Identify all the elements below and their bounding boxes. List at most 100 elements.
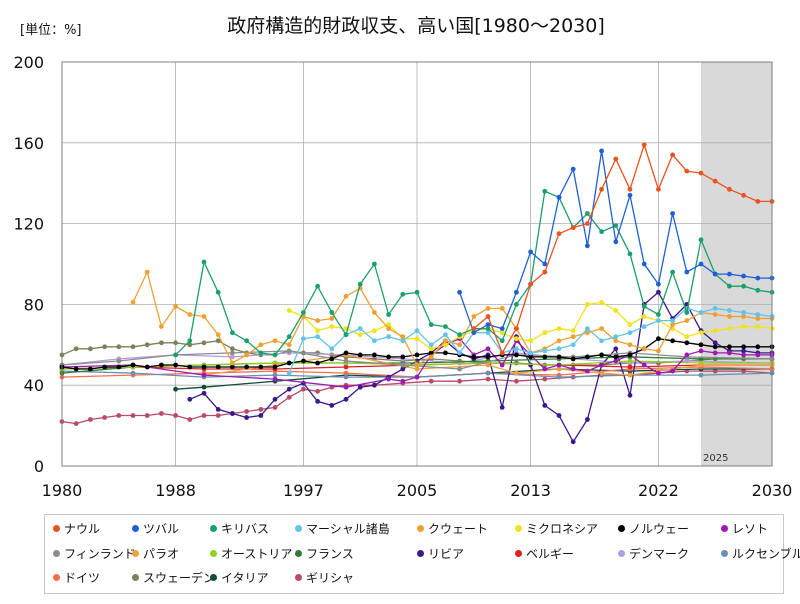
data-point <box>670 322 675 327</box>
legend-swatch <box>210 574 217 581</box>
data-point <box>414 289 420 295</box>
data-point <box>201 364 207 370</box>
data-point <box>585 302 590 307</box>
data-point <box>570 328 576 334</box>
data-point <box>116 364 122 370</box>
data-point <box>343 364 349 370</box>
data-point <box>386 376 391 382</box>
legend-item: レソト <box>721 520 768 537</box>
data-point <box>585 221 590 227</box>
data-point <box>741 368 746 374</box>
data-point <box>570 439 576 445</box>
data-point <box>428 378 434 384</box>
data-point <box>698 237 704 243</box>
data-point <box>755 324 761 329</box>
data-point <box>357 332 363 338</box>
forecast-region <box>701 62 772 466</box>
data-point <box>727 326 732 331</box>
data-point <box>599 370 604 376</box>
data-point <box>698 348 704 354</box>
data-point <box>556 354 562 360</box>
data-point <box>627 358 633 364</box>
legend-swatch <box>618 525 625 532</box>
data-point <box>471 354 477 360</box>
data-point <box>741 344 746 350</box>
legend-swatch <box>417 525 424 532</box>
data-point <box>613 308 619 313</box>
data-point <box>159 411 164 416</box>
data-point <box>741 283 746 289</box>
data-point <box>414 336 420 342</box>
data-point <box>301 358 306 364</box>
data-point <box>372 328 377 334</box>
data-point <box>130 370 136 376</box>
legend-label: ノルウェー <box>629 522 690 536</box>
x-tick-label: 2013 <box>510 481 551 500</box>
data-point <box>400 366 406 372</box>
data-point <box>542 354 548 360</box>
data-point <box>556 338 562 344</box>
data-point <box>187 338 193 344</box>
data-point <box>542 366 548 372</box>
data-point <box>670 269 675 275</box>
data-point <box>514 289 519 295</box>
legend-label: リビア <box>428 547 465 561</box>
data-point <box>414 328 420 334</box>
data-point <box>627 364 633 370</box>
data-point <box>542 376 548 382</box>
data-point <box>656 289 661 295</box>
data-point <box>187 364 193 370</box>
legend-item: ドイツ <box>53 569 100 586</box>
legend-item: イタリア <box>210 569 269 586</box>
data-point <box>457 289 462 295</box>
data-point <box>386 334 391 340</box>
legend-swatch <box>210 550 217 557</box>
data-point <box>656 281 661 287</box>
data-point <box>144 342 150 348</box>
data-point <box>684 340 690 346</box>
data-point <box>230 364 235 370</box>
data-point <box>712 350 718 356</box>
data-point <box>627 251 633 257</box>
data-point <box>400 338 406 344</box>
data-point <box>201 314 207 319</box>
data-point <box>230 346 235 352</box>
data-point <box>428 350 434 356</box>
data-point <box>755 287 761 293</box>
legend-swatch <box>132 574 139 581</box>
legend-item: ノルウェー <box>618 520 689 537</box>
data-point <box>755 316 761 321</box>
data-point <box>599 300 604 305</box>
data-point <box>428 354 434 360</box>
data-point <box>215 364 221 370</box>
data-point <box>130 344 136 350</box>
data-point <box>613 346 619 352</box>
data-point <box>499 350 505 356</box>
data-point <box>443 350 448 356</box>
y-tick-label: 80 <box>24 295 44 314</box>
data-point <box>542 330 548 336</box>
legend-label: クウェート <box>428 522 489 536</box>
data-point <box>656 312 661 317</box>
data-point <box>329 310 335 315</box>
data-point <box>755 352 761 358</box>
legend-swatch <box>53 550 60 557</box>
legend-item: ツバル <box>132 520 179 537</box>
data-point <box>73 421 79 426</box>
data-point <box>286 370 292 376</box>
chart-title: 政府構造的財政収支、高い国[1980～2030] <box>227 15 605 37</box>
data-point <box>627 192 633 198</box>
x-tick-label: 1997 <box>283 481 324 500</box>
data-point <box>528 362 533 368</box>
data-point <box>372 338 377 344</box>
data-point <box>542 188 548 194</box>
data-point <box>272 338 278 344</box>
data-point <box>755 199 761 204</box>
data-point <box>258 407 264 412</box>
legend-label: ツバル <box>143 522 180 536</box>
legend-item: オーストリア <box>210 545 292 562</box>
legend-label: ギリシャ <box>306 571 355 585</box>
data-point <box>102 415 107 420</box>
data-point <box>599 229 604 235</box>
legend-swatch <box>132 525 139 532</box>
